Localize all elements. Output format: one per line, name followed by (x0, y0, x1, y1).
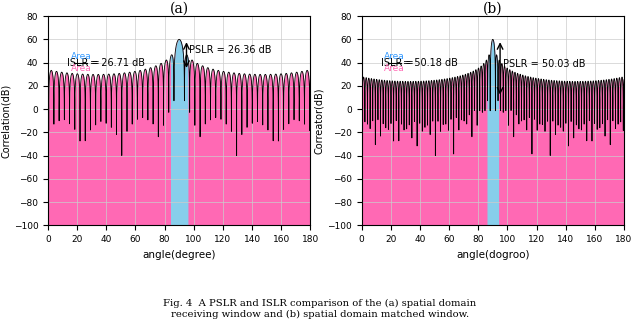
Text: PSLR = 26.36 dB: PSLR = 26.36 dB (189, 45, 272, 55)
X-axis label: angle(dogroo): angle(dogroo) (456, 250, 529, 260)
Y-axis label: Correlation(dB): Correlation(dB) (1, 84, 11, 158)
Text: Area: Area (384, 64, 404, 73)
Y-axis label: Correator(dB): Correator(dB) (314, 88, 324, 154)
Text: Area: Area (384, 52, 404, 61)
Text: Area: Area (70, 64, 91, 73)
Title: (a): (a) (170, 2, 189, 16)
Title: (b): (b) (483, 2, 502, 16)
Text: PSLR = 50.03 dB: PSLR = 50.03 dB (503, 59, 586, 69)
Text: ISLR =: ISLR = (67, 58, 102, 68)
Text: Fig. 4  A PSLR and ISLR comparison of the (a) spatial domain
receiving window an: Fig. 4 A PSLR and ISLR comparison of the… (163, 299, 477, 319)
X-axis label: angle(degree): angle(degree) (143, 250, 216, 260)
Text: Area: Area (70, 52, 91, 61)
Text: = 50.18 dB: = 50.18 dB (403, 58, 458, 68)
Text: = 26.71 dB: = 26.71 dB (90, 58, 145, 68)
Text: ISLR =: ISLR = (381, 58, 416, 68)
